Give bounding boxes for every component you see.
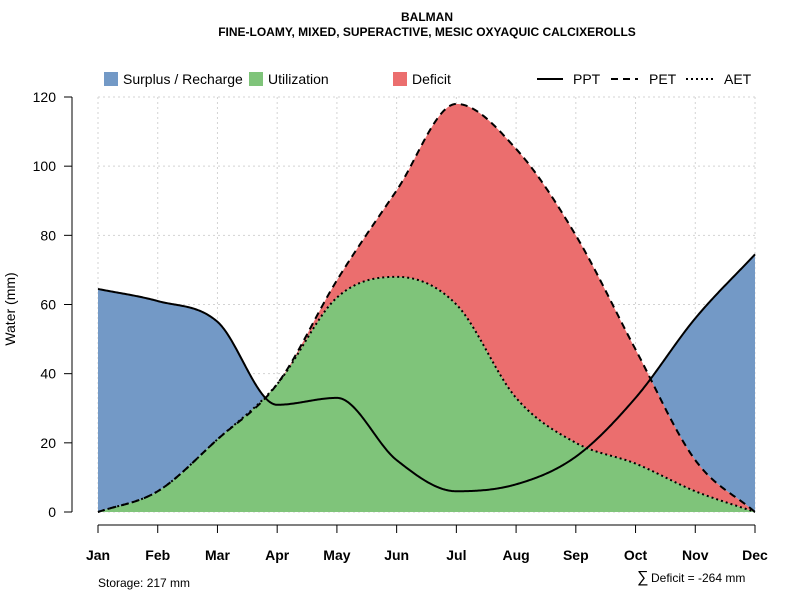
legend-label-utilization: Utilization: [268, 71, 329, 87]
x-tick-label: May: [323, 547, 350, 563]
y-axis-label: Water (mm): [2, 272, 18, 345]
chart-title: BALMAN: [401, 10, 453, 24]
legend-label-deficit: Deficit: [412, 71, 451, 87]
x-tick-label: Dec: [742, 547, 768, 563]
series-lines: [97, 102, 756, 513]
y-tick-label: 20: [40, 435, 56, 451]
legend-swatch-deficit: [393, 72, 407, 86]
y-tick-label: 80: [40, 227, 56, 243]
deficit-annotation: Deficit = -264 mm: [651, 571, 745, 585]
aet-line: [97, 275, 756, 513]
area-fills: [98, 103, 755, 513]
surplus-area: [98, 103, 755, 513]
ppt-line: [97, 253, 756, 493]
chart-subtitle: FINE-LOAMY, MIXED, SUPERACTIVE, MESIC OX…: [218, 25, 636, 39]
x-tick-label: Feb: [145, 547, 170, 563]
x-tick-label: Jul: [446, 547, 466, 563]
x-tick-label: Nov: [682, 547, 709, 563]
x-tick-label: Aug: [502, 547, 529, 563]
x-tick-label: Jun: [384, 547, 409, 563]
x-tick-label: Jan: [86, 547, 110, 563]
x-tick-label: Oct: [624, 547, 648, 563]
legend-label-ppt: PPT: [573, 71, 601, 87]
y-tick-label: 120: [33, 89, 57, 105]
x-tick-label: Apr: [265, 547, 290, 563]
x-tick-label: Mar: [205, 547, 230, 563]
legend-label-surplus: Surplus / Recharge: [123, 71, 243, 87]
y-tick-label: 100: [33, 158, 57, 174]
pet-line: [97, 102, 756, 513]
utilization-area: [98, 276, 755, 512]
legend-label-pet: PET: [649, 71, 677, 87]
x-tick-label: Sep: [563, 547, 589, 563]
y-tick-label: 40: [40, 366, 56, 382]
legend: Surplus / Recharge Utilization Deficit P…: [104, 71, 752, 87]
axes: 0 20 40 60 80 100 120 Jan Feb Mar Apr May Jun Jul Aug S…: [33, 89, 768, 563]
legend-label-aet: AET: [724, 71, 752, 87]
legend-swatch-surplus: [104, 72, 118, 86]
y-tick-label: 60: [40, 297, 56, 313]
deficit-area: [98, 103, 755, 513]
storage-annotation: Storage: 217 mm: [98, 576, 190, 590]
y-tick-label: 0: [48, 504, 56, 520]
legend-swatch-utilization: [249, 72, 263, 86]
deficit-sum-icon: ∑: [637, 569, 648, 586]
